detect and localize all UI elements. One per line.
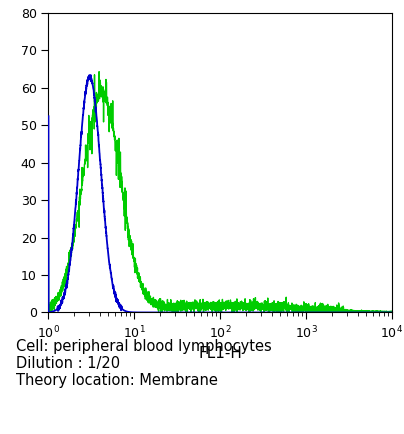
X-axis label: FL1-H: FL1-H (198, 346, 242, 362)
Text: Cell: peripheral blood lymphocytes
Dilution : 1/20
Theory location: Membrane: Cell: peripheral blood lymphocytes Dilut… (16, 339, 272, 388)
